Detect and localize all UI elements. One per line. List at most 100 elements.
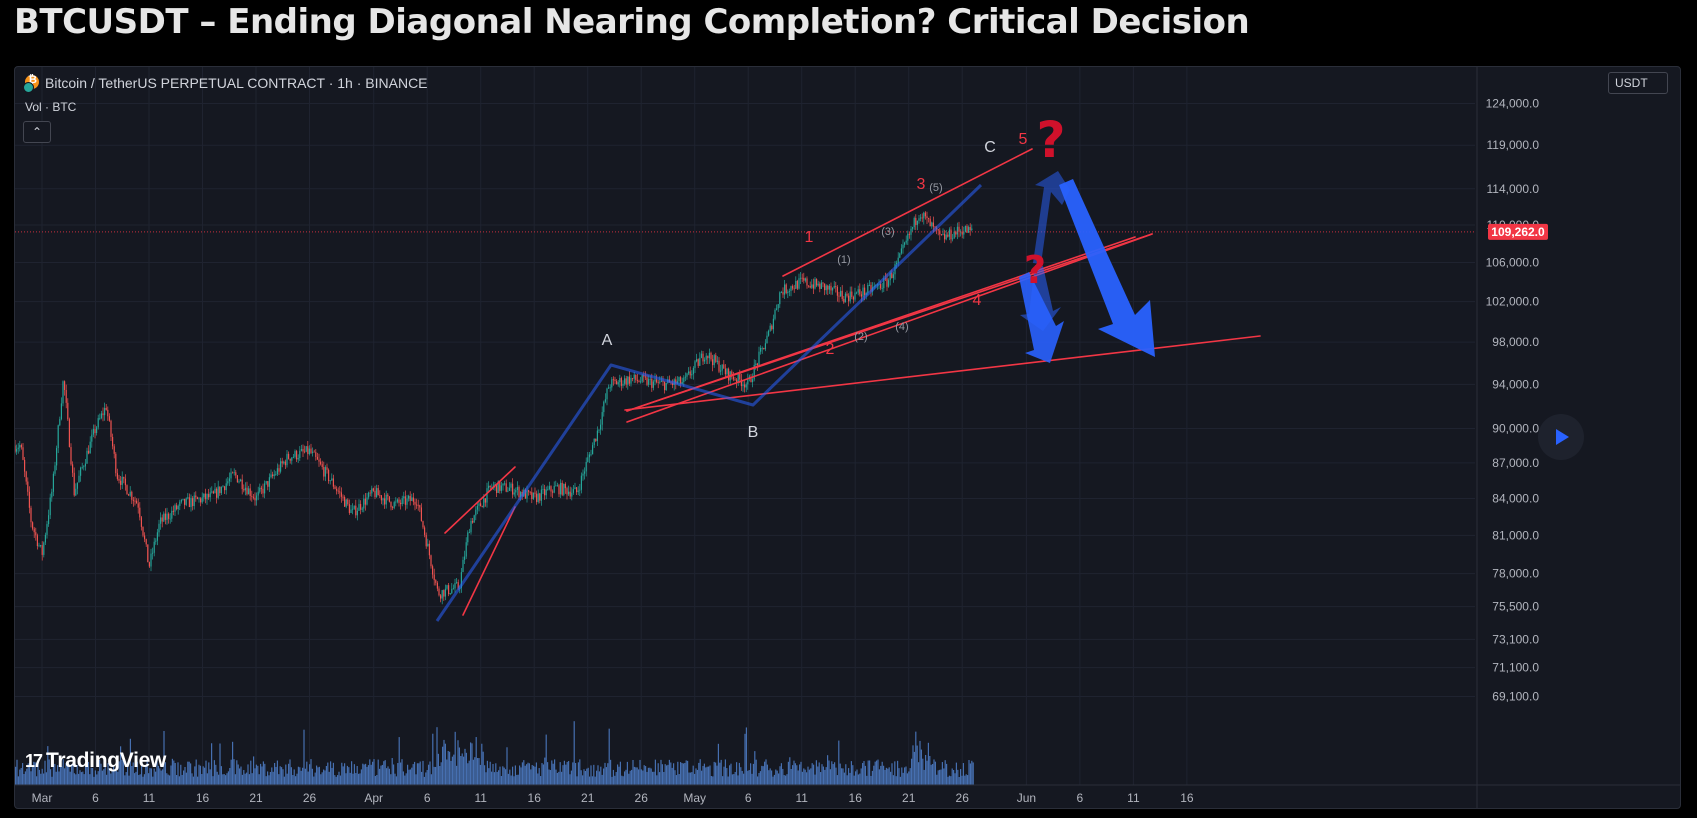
volume-bar: [380, 765, 382, 785]
volume-bar: [811, 763, 813, 785]
candle-body: [190, 498, 192, 508]
volume-bar: [799, 764, 801, 785]
wave-label: 4: [973, 292, 982, 309]
candle-body: [288, 453, 290, 459]
volume-bar: [787, 761, 789, 785]
volume-bar: [268, 775, 270, 785]
volume-bar: [751, 773, 753, 785]
candle-body: [150, 553, 152, 567]
drawings: [15, 148, 1475, 622]
candle-body: [812, 284, 814, 289]
volume-bar: [299, 767, 301, 785]
collapse-legend-button[interactable]: ⌃: [23, 121, 51, 143]
candle-body: [172, 510, 174, 512]
candle-body: [211, 491, 213, 493]
y-tick-label: 94,000.0: [1492, 377, 1539, 391]
candle-body: [600, 424, 602, 430]
volume-bar: [38, 769, 40, 785]
candle-body: [52, 473, 54, 492]
candle-body: [691, 374, 693, 376]
currency-button[interactable]: USDT: [1608, 72, 1668, 94]
candle-body: [140, 517, 142, 527]
candle-body: [464, 556, 466, 560]
volume-bar: [47, 746, 49, 785]
volume-bar: [680, 762, 682, 785]
tradingview-logo[interactable]: 17 TradingView: [25, 749, 166, 773]
volume-bar: [601, 774, 603, 785]
chart-panel[interactable]: A B C 1 2 3 4 5 (1) (2) (3) (4) (5)?? 124,000.0 119,0…: [14, 66, 1681, 809]
candle-body: [968, 227, 970, 233]
price-chart[interactable]: A B C 1 2 3 4 5 (1) (2) (3) (4) (5)?? 124,000.0 119,0…: [15, 67, 1680, 808]
candle-body: [110, 420, 112, 437]
volume-bar: [661, 764, 663, 785]
candle-body: [243, 489, 245, 491]
volume-bar: [68, 764, 70, 785]
volume-bar: [325, 765, 327, 785]
symbol-legend[interactable]: Bitcoin / TetherUS PERPETUAL CONTRACT · …: [23, 74, 428, 93]
volume-bar: [328, 771, 330, 785]
volume-bar: [61, 766, 63, 785]
volume-bar: [405, 773, 407, 785]
candle-body: [68, 419, 70, 448]
candle-body: [384, 498, 386, 505]
candle-body: [824, 283, 826, 291]
volume-bar: [820, 772, 822, 785]
candle-body: [67, 402, 69, 420]
volume-bar: [586, 768, 588, 785]
volume-bar: [57, 765, 59, 785]
candle-body: [907, 233, 909, 241]
candle-body: [945, 234, 947, 240]
symbol-label[interactable]: Bitcoin / TetherUS PERPETUAL CONTRACT · …: [45, 75, 428, 91]
candle-body: [681, 381, 683, 384]
volume-bar: [55, 771, 57, 785]
volume-bar: [965, 774, 967, 785]
candle-body: [270, 474, 272, 478]
candle-body: [443, 590, 445, 597]
volume-bar: [115, 770, 117, 785]
candle-body: [649, 378, 651, 380]
volume-bar: [184, 766, 186, 785]
volume-bar: [755, 759, 757, 785]
candle-body: [574, 487, 576, 490]
candle-body: [720, 370, 722, 372]
volume-bar: [66, 764, 68, 785]
volume-bar: [961, 775, 963, 785]
volume-bar: [314, 772, 316, 785]
volume-bar: [845, 764, 847, 785]
candle-body: [392, 507, 394, 509]
candle-body: [84, 463, 86, 467]
volume-bar: [460, 755, 462, 785]
volume-bar: [317, 767, 319, 785]
volume-bar: [692, 765, 694, 785]
candle-body: [731, 371, 733, 377]
volume-bar: [279, 766, 281, 785]
volume-legend[interactable]: Vol · BTC: [25, 100, 77, 114]
volume-bar: [442, 746, 444, 785]
candle-body: [950, 229, 952, 240]
replay-button[interactable]: [1538, 414, 1584, 460]
volume-bar: [485, 772, 487, 785]
volume-bar: [710, 776, 712, 785]
candle-body: [238, 481, 240, 483]
volume-bar: [832, 764, 834, 785]
candle-body: [449, 593, 451, 595]
volume-bar: [726, 768, 728, 785]
volume-bar: [559, 762, 561, 785]
volume-bar: [551, 760, 553, 785]
volume-bar: [101, 770, 103, 785]
candle-body: [712, 359, 714, 366]
volume-bar: [528, 763, 530, 785]
volume-bar: [258, 774, 260, 785]
volume-bar: [853, 775, 855, 785]
volume-bar: [458, 747, 460, 785]
volume-bar: [309, 764, 311, 785]
volume-bar: [100, 763, 102, 785]
volume-bar: [376, 774, 378, 785]
volume-bar: [269, 771, 271, 785]
volume-bar: [782, 768, 784, 785]
volume-bar: [142, 776, 144, 785]
candle-body: [648, 379, 650, 385]
candle-body: [619, 378, 621, 383]
candle-body: [760, 347, 762, 352]
volume-bar: [953, 770, 955, 785]
